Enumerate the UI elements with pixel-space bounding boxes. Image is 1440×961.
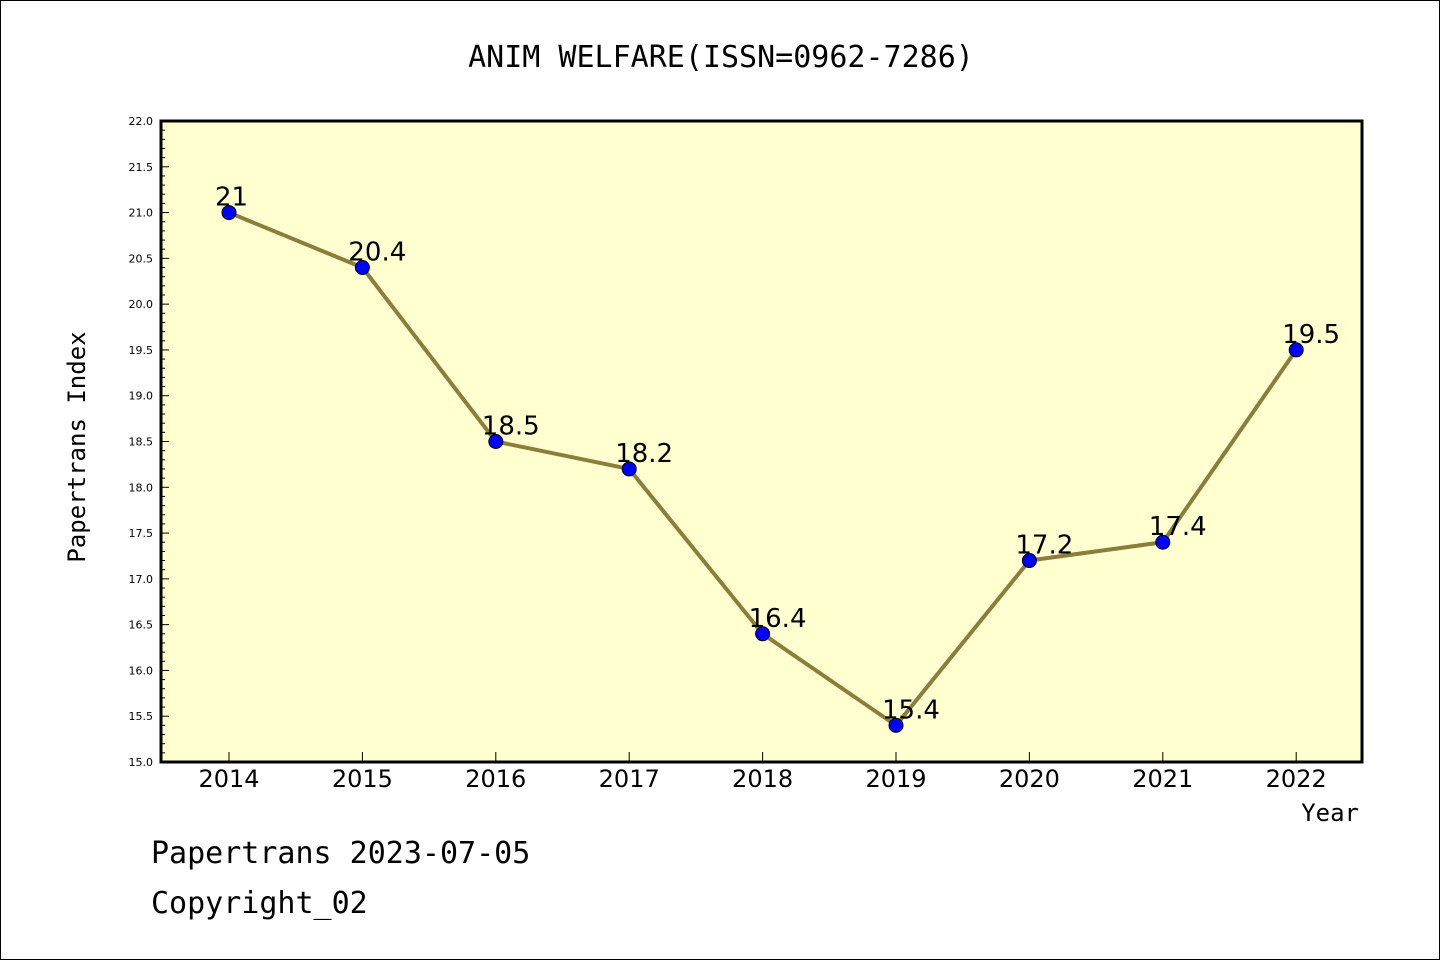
y-tick-label: 15.0 xyxy=(129,756,154,769)
x-tick-label: 2019 xyxy=(865,765,926,793)
footer-copyright: Copyright_02 xyxy=(151,886,368,921)
x-tick-label: 2015 xyxy=(332,765,393,793)
y-tick-label: 18.0 xyxy=(129,481,154,494)
y-tick-label: 22.0 xyxy=(129,115,154,128)
data-label: 15.4 xyxy=(882,695,940,725)
x-tick-label: 2017 xyxy=(599,765,660,793)
data-label: 21 xyxy=(215,183,248,213)
footer-date: Papertrans 2023-07-05 xyxy=(151,836,531,871)
x-tick-label: 2016 xyxy=(465,765,526,793)
data-label: 16.4 xyxy=(749,604,807,634)
y-tick-label: 16.5 xyxy=(129,619,154,632)
x-tick-label: 2020 xyxy=(999,765,1060,793)
y-tick-label: 19.0 xyxy=(129,390,154,403)
chart-title: ANIM WELFARE(ISSN=0962-7286) xyxy=(468,40,974,75)
y-tick-label: 21.0 xyxy=(129,207,154,220)
series-group: 21 20.4 18.5 18.2 16.4 15.4 17.2 17.4 19.5 xyxy=(215,183,1340,733)
y-tick-label: 17.5 xyxy=(129,527,154,540)
data-point xyxy=(1021,553,1037,569)
x-axis-label: Year xyxy=(1301,799,1359,827)
data-label: 20.4 xyxy=(348,238,406,268)
data-label: 17.4 xyxy=(1149,512,1207,542)
data-label: 18.5 xyxy=(482,412,540,442)
y-tick-label: 20.0 xyxy=(129,298,154,311)
data-point xyxy=(221,205,237,221)
y-tick-label: 16.0 xyxy=(129,664,154,677)
x-tick-label: 2018 xyxy=(732,765,793,793)
plot-area xyxy=(159,119,1364,764)
y-tick-label: 15.5 xyxy=(129,710,154,723)
data-point xyxy=(354,260,370,276)
data-point xyxy=(1288,342,1304,358)
data-point xyxy=(755,626,771,642)
data-point xyxy=(488,434,504,449)
data-label: 19.5 xyxy=(1282,320,1340,350)
x-tick-label: 2021 xyxy=(1132,765,1193,793)
y-tick-label: 17.0 xyxy=(129,573,154,586)
data-label: 17.2 xyxy=(1015,531,1073,561)
x-axis: 2014 2015 2016 2017 2018 2019 2020 2021 2022 xyxy=(198,752,1327,793)
data-point xyxy=(888,717,904,733)
y-tick-label: 21.5 xyxy=(129,161,154,174)
y-tick-label: 18.5 xyxy=(129,436,154,449)
y-tick-label: 20.5 xyxy=(129,252,154,265)
x-tick-label: 2014 xyxy=(198,765,259,793)
y-axis-label: Papertrans Index xyxy=(63,331,91,562)
x-tick-label: 2022 xyxy=(1266,765,1327,793)
data-label: 18.2 xyxy=(615,439,673,469)
y-axis: 15.0 15.5 16.0 16.5 17.0 17.5 18.0 18.5 19.0 19.5… xyxy=(129,115,169,769)
data-point xyxy=(621,461,637,477)
data-point xyxy=(1155,534,1171,550)
y-tick-label: 19.5 xyxy=(129,344,154,357)
